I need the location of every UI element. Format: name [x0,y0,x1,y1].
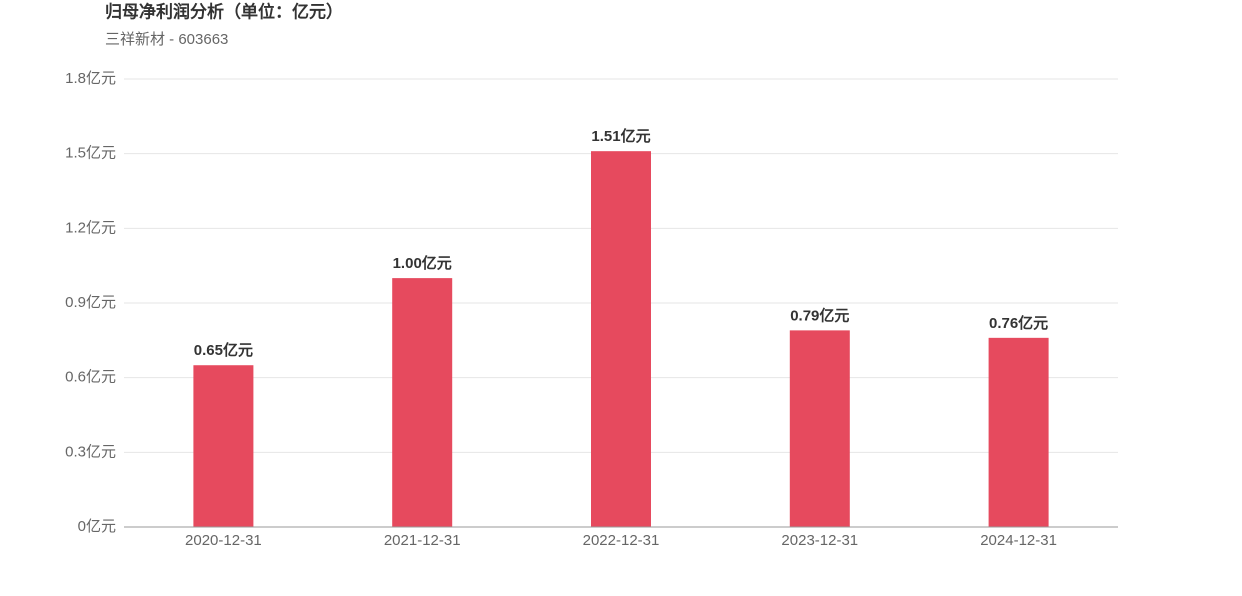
value-label: 1.51亿元 [591,127,650,145]
x-tick-label: 2023-12-31 [781,532,858,549]
bar [392,278,453,527]
bar [591,151,651,527]
x-tick-label: 2024-12-31 [980,532,1057,549]
y-tick-label: 0.3亿元 [65,443,116,460]
y-tick-label: 0亿元 [78,518,116,535]
value-label: 0.65亿元 [194,341,253,359]
bar [988,337,1049,527]
x-tick-label: 2022-12-31 [583,532,660,549]
y-tick-label: 0.6亿元 [65,369,116,386]
chart-subtitle: 三祥新材 - 603663 [105,31,228,48]
y-tick-label: 1.2亿元 [65,219,116,236]
chart-title: 归母净利润分析（单位：亿元） [105,1,343,21]
y-tick-label: 0.9亿元 [65,294,116,311]
bar [789,330,850,527]
y-tick-label: 1.8亿元 [65,70,116,87]
y-tick-label: 1.5亿元 [65,145,116,162]
x-tick-label: 2021-12-31 [384,532,461,549]
x-tick-label: 2020-12-31 [185,532,262,549]
value-label: 1.00亿元 [393,254,452,272]
value-label: 0.76亿元 [989,314,1048,332]
bar [193,365,254,527]
value-label: 0.79亿元 [790,306,849,324]
